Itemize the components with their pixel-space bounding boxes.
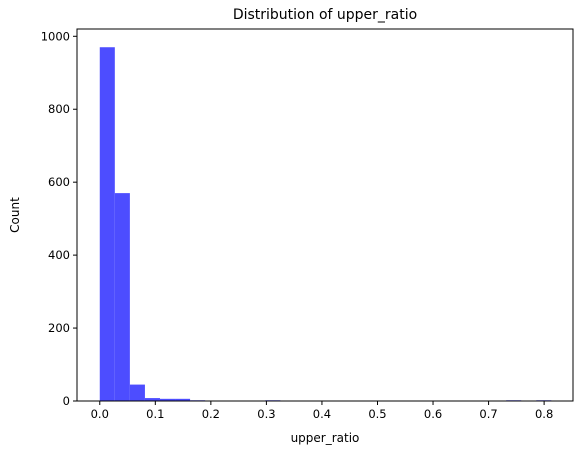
x-axis: 0.0 0.1 0.2 0.3 0.4 0.5 0.6 0.7 0.8 bbox=[91, 401, 553, 421]
y-tick-label: 600 bbox=[48, 175, 70, 189]
x-axis-label: upper_ratio bbox=[291, 431, 360, 445]
y-tick-label: 400 bbox=[48, 248, 70, 262]
y-axis-label: Count bbox=[8, 197, 22, 233]
histogram-bar bbox=[99, 47, 115, 402]
histogram-bar bbox=[175, 398, 191, 401]
plot-frame bbox=[76, 28, 574, 402]
x-tick-label: 0.2 bbox=[202, 407, 220, 421]
chart-title: Distribution of upper_ratio bbox=[233, 7, 417, 23]
x-tick-label: 0.4 bbox=[313, 407, 331, 421]
y-axis: 0 200 400 600 800 1000 bbox=[41, 29, 77, 408]
x-tick-label: 0.3 bbox=[257, 407, 275, 421]
x-tick-label: 0.8 bbox=[535, 407, 553, 421]
x-tick-label: 0.1 bbox=[146, 407, 164, 421]
y-tick-label: 800 bbox=[48, 102, 70, 116]
x-tick-label: 0.0 bbox=[91, 407, 109, 421]
x-tick-label: 0.6 bbox=[424, 407, 442, 421]
y-tick-label: 200 bbox=[48, 321, 70, 335]
y-tick-label: 1000 bbox=[41, 29, 70, 43]
histogram-bar bbox=[114, 193, 130, 401]
x-tick-label: 0.5 bbox=[368, 407, 386, 421]
bars-group bbox=[99, 47, 552, 402]
histogram-bar bbox=[144, 398, 160, 401]
histogram-bar bbox=[129, 384, 145, 401]
histogram-bar bbox=[159, 398, 176, 401]
y-tick-label: 0 bbox=[63, 394, 70, 408]
x-tick-label: 0.7 bbox=[479, 407, 497, 421]
